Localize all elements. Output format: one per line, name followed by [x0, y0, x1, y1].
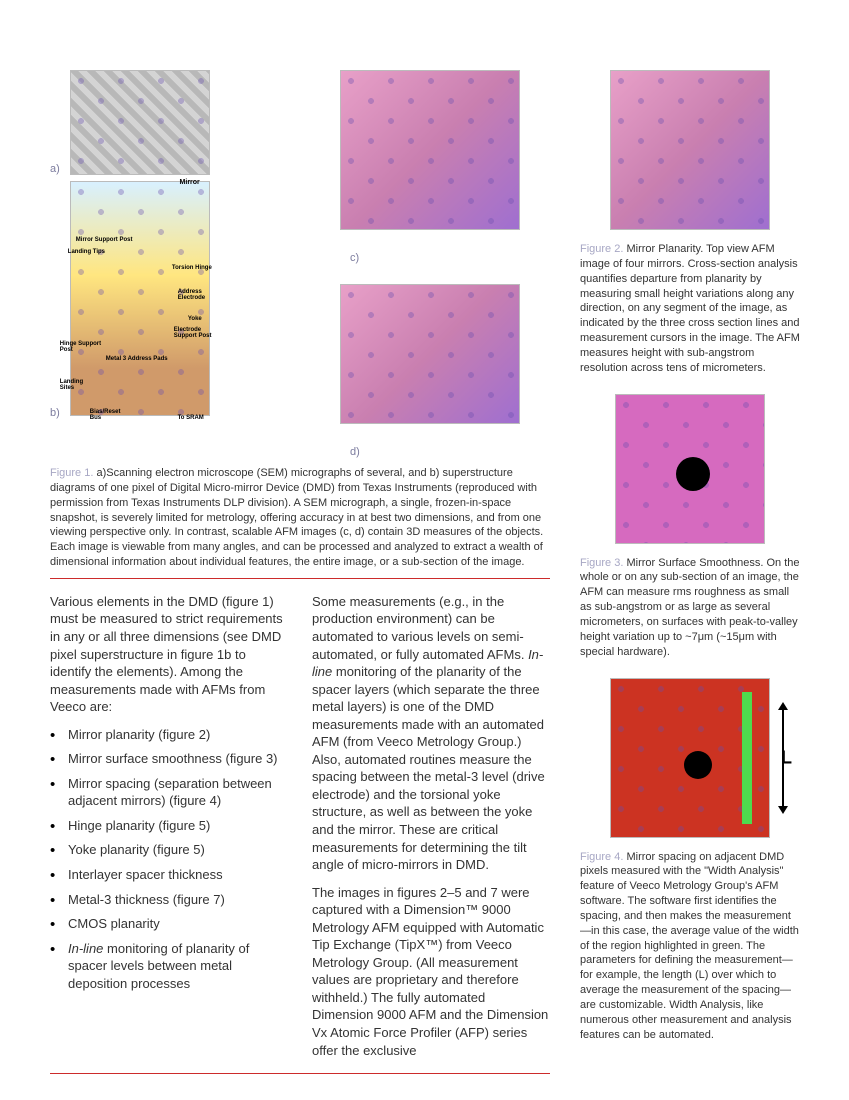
right-column: Figure 2. Mirror Planarity. Top view AFM… [580, 70, 800, 1088]
fig3-number: Figure 3. [580, 557, 623, 569]
fig4-wrap: L [610, 678, 770, 838]
figure-1-right-stack: c) d) [310, 70, 550, 458]
divider-bottom [50, 1073, 550, 1074]
body-col-left: Various elements in the DMD (figure 1) m… [50, 593, 288, 1069]
fig2-caption-text: Mirror Planarity. Top view AFM image of … [580, 243, 800, 374]
fig1a-row: a) [50, 70, 290, 175]
anno-mirror: Mirror [180, 179, 200, 186]
anno-landing-tips: Landing Tips [68, 249, 105, 255]
fig1c-row [340, 70, 520, 230]
list-item-inline: In-line monitoring of planarity of space… [50, 940, 288, 993]
figure-1: a) b) Mirror Mirror Support Post Landing… [50, 70, 550, 458]
list-item: Metal-3 thickness (figure 7) [50, 891, 288, 909]
fig4-L-label: L [781, 747, 792, 768]
fig2-image [610, 70, 770, 230]
anno-to-sram: To SRAM [178, 415, 204, 421]
divider-top [50, 578, 550, 579]
left-column: a) b) Mirror Mirror Support Post Landing… [50, 70, 550, 1088]
list-item: Mirror surface smoothness (figure 3) [50, 750, 288, 768]
figure-1-left-stack: a) b) Mirror Mirror Support Post Landing… [50, 70, 290, 458]
fig1b-label: b) [50, 407, 60, 419]
fig3-hole-icon [676, 457, 710, 491]
figure-2-caption: Figure 2. Mirror Planarity. Top view AFM… [580, 242, 800, 376]
inline-emph: In-line [68, 941, 103, 956]
list-item: CMOS planarity [50, 915, 288, 933]
intro-paragraph: Various elements in the DMD (figure 1) m… [50, 593, 288, 716]
fig4-caption-text: Mirror spacing on adjacent DMD pixels me… [580, 851, 799, 1041]
anno-msp: Mirror Support Post [76, 237, 133, 243]
fig1-caption-text: a)Scanning electron microscope (SEM) mic… [50, 467, 543, 568]
fig1c-image [340, 70, 520, 230]
figure-3-caption: Figure 3. Mirror Surface Smoothness. On … [580, 556, 800, 660]
list-item: Mirror spacing (separation between adjac… [50, 775, 288, 810]
fig1b-diagram-wrap: Mirror Mirror Support Post Landing Tips … [70, 181, 210, 419]
fig1d-image [340, 284, 520, 424]
fig3-caption-text: Mirror Surface Smoothness. On the whole … [580, 557, 800, 658]
anno-hsp: Hinge Support Post [60, 341, 102, 353]
fig4-highlight [742, 692, 752, 824]
body-columns: Various elements in the DMD (figure 1) m… [50, 593, 550, 1069]
fig4-number: Figure 4. [580, 851, 623, 863]
fig1a-image [70, 70, 210, 175]
anno-esp: Electrode Support Post [174, 327, 216, 339]
right-p1a: Some measurements (e.g., in the producti… [312, 594, 528, 662]
list-item: Interlayer spacer thickness [50, 866, 288, 884]
page-content: a) b) Mirror Mirror Support Post Landing… [50, 70, 799, 1088]
figure-1-caption: Figure 1. a)Scanning electron microscope… [50, 466, 550, 570]
fig3-wrap [615, 394, 765, 548]
measurement-list: Mirror planarity (figure 2) Mirror surfa… [50, 726, 288, 993]
body-col-right: Some measurements (e.g., in the producti… [312, 593, 550, 1069]
anno-yoke: Yoke [188, 316, 202, 322]
fig1a-label: a) [50, 163, 60, 175]
anno-m3ap: Metal 3 Address Pads [106, 356, 168, 362]
right-p1b: monitoring of the planarity of the space… [312, 664, 545, 872]
list-item: Mirror planarity (figure 2) [50, 726, 288, 744]
fig1c-label: c) [350, 252, 359, 264]
right-p1: Some measurements (e.g., in the producti… [312, 593, 550, 874]
list-item: Yoke planarity (figure 5) [50, 841, 288, 859]
fig4-hole-icon [684, 751, 712, 779]
fig1d-row [340, 284, 520, 424]
anno-brb: Bias/Reset Bus [90, 409, 130, 421]
anno-landing-sites: Landing Sites [60, 379, 96, 391]
fig1b-row: b) Mirror Mirror Support Post Landing Ti… [50, 181, 290, 419]
fig2-number: Figure 2. [580, 243, 623, 255]
figure-4-caption: Figure 4. Mirror spacing on adjacent DMD… [580, 850, 800, 1043]
right-p2: The images in figures 2–5 and 7 were cap… [312, 884, 550, 1059]
fig1-number: Figure 1. [50, 467, 93, 479]
fig1d-label: d) [350, 446, 360, 458]
anno-ae: Address Electrode [178, 289, 220, 301]
list-item: Hinge planarity (figure 5) [50, 817, 288, 835]
anno-th: Torsion Hinge [172, 265, 212, 271]
